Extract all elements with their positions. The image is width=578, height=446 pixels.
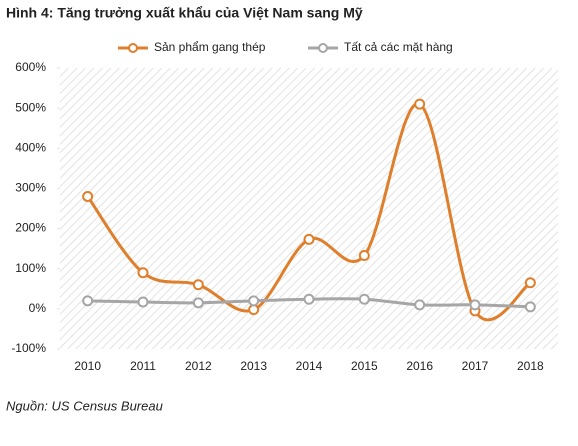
point [524, 301, 536, 313]
point [303, 233, 315, 245]
point [303, 293, 315, 305]
x-tick-label: 2017 [462, 359, 489, 373]
source: Nguồn: US Census Bureau [6, 398, 163, 413]
legend-marker [318, 43, 328, 53]
point [524, 277, 536, 289]
y-tick-label: -100% [11, 341, 46, 355]
point [192, 279, 204, 291]
y-tick-label: 500% [15, 100, 46, 114]
x-tick-label: 2016 [406, 359, 433, 373]
x-tick-label: 2013 [240, 359, 267, 373]
y-tick-label: 300% [15, 181, 46, 195]
plot-background [60, 68, 558, 349]
y-tick-label: 100% [15, 261, 46, 275]
point [82, 190, 94, 202]
x-tick-label: 2011 [130, 359, 156, 373]
point [414, 299, 426, 311]
point [137, 267, 149, 279]
point [82, 295, 94, 307]
x-tick-label: 2015 [351, 359, 378, 373]
chart-title: Hình 4: Tăng trưởng xuất khẩu của Việt N… [6, 5, 363, 21]
x-tick-label: 2010 [74, 359, 101, 373]
point [248, 295, 260, 307]
point [414, 98, 426, 110]
series-line [86, 102, 532, 322]
point [358, 293, 370, 305]
legend-label: Tất cả các mặt hàng [344, 40, 453, 54]
point [469, 299, 481, 311]
x-tick-label: 2014 [296, 359, 323, 373]
point [137, 296, 149, 308]
y-tick-label: 0% [29, 301, 47, 315]
point [192, 297, 204, 309]
y-tick-label: 200% [15, 221, 46, 235]
x-tick-label: 2018 [517, 359, 544, 373]
legend-label: Sản phẩm gang thép [154, 40, 266, 54]
legend-marker [128, 43, 138, 53]
x-tick-label: 2012 [185, 359, 212, 373]
y-tick-label: 400% [15, 140, 46, 154]
point [358, 249, 370, 261]
y-tick-label: 600% [15, 60, 46, 74]
point [248, 304, 260, 316]
